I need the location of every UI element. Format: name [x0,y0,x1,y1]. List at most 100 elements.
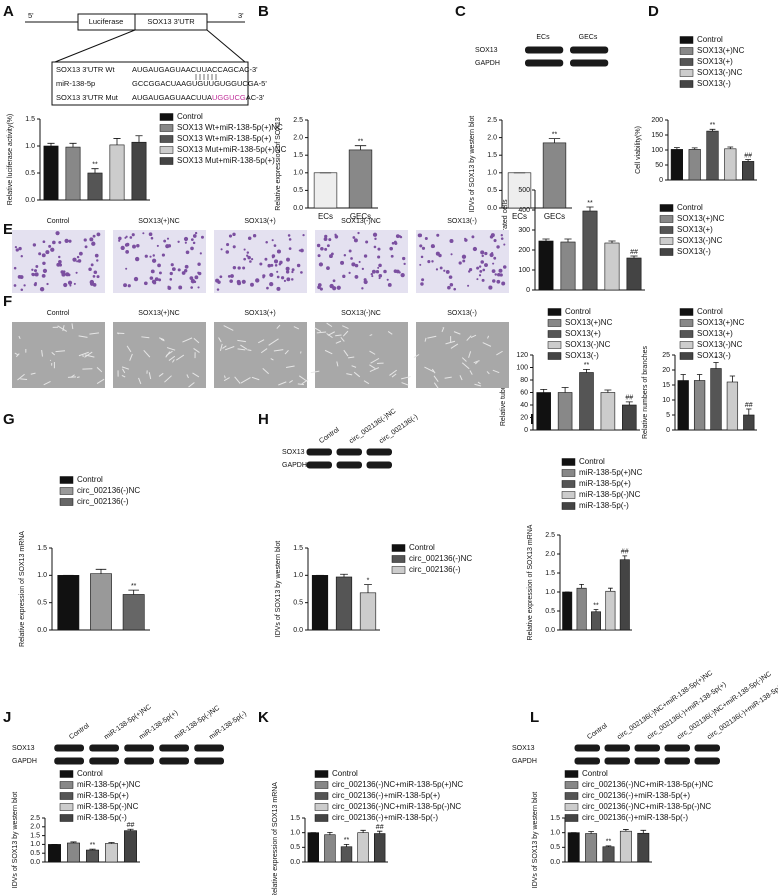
legend-swatch [59,476,74,484]
cell [353,238,358,243]
cell [177,268,181,272]
legend-label: SOX13(-)NC [697,68,743,77]
legend-swatch [659,204,674,212]
cell [271,239,274,242]
legend-swatch [679,47,694,55]
micrograph [113,322,206,388]
error-bar [364,584,372,593]
y-tick-label: 100 [518,267,530,274]
cell [94,253,99,258]
cell [246,254,249,257]
legend-swatch [679,330,694,338]
tube [346,373,353,376]
cell [166,237,170,240]
y-tick-label: 1.5 [25,116,35,123]
cell [194,231,198,235]
y-tick-label: 500 [518,187,530,194]
cell [247,255,251,260]
tube [260,348,268,354]
blot-band [89,744,119,752]
cell [250,282,254,287]
y-tick-label: 1.5 [487,152,497,159]
bar [124,830,137,863]
cell [291,268,295,272]
cell [357,231,360,235]
legend-label: circ_002136(-)+miR-138-5p(-) [582,813,688,822]
tube [76,376,80,379]
cell [500,237,504,240]
y-tick-label: 25 [662,352,670,359]
cell [286,257,290,262]
bar [43,145,59,201]
legend-label: SOX13(-)NC [697,340,743,349]
legend-swatch [561,491,576,499]
cell [361,287,364,290]
legend-swatch [391,566,406,574]
tube [285,365,295,368]
cell [197,271,202,276]
blot-band [159,757,189,765]
seq-part: AUGAUGAGUAACUUA [132,93,212,102]
y-tick-label: 0.5 [487,187,497,194]
tube [468,351,472,358]
cell [83,238,87,242]
cell [241,279,246,284]
cell [276,275,280,279]
bar [619,830,632,863]
legend-swatch [59,814,74,822]
cell [88,267,92,271]
legend-label: SOX13 Wt+miR-138-5p(+)NC [177,123,283,132]
cell [420,255,424,259]
lane-label: GECs [579,34,598,41]
y-axis-label: IDVs of SOX13 by western blot [469,116,476,213]
legend-swatch [159,157,174,165]
error-bar [593,609,599,612]
cell [20,255,23,258]
utr-box [134,13,208,31]
tube [222,345,227,349]
tube [431,368,436,374]
y-axis-label: Relative expression of SOX13 mRNA [272,782,279,895]
tube [289,380,293,383]
bar [542,142,567,209]
legend-label: SOX13 Mut+miR-138-5p(+) [177,156,275,165]
cell [332,279,336,283]
cell [13,266,17,270]
cell [91,241,96,246]
significance: ** [92,162,98,169]
tube [441,327,445,333]
tube [138,377,142,385]
cell [324,247,328,251]
tube [301,379,309,385]
y-tick-label: 0.0 [550,859,560,866]
cell [390,254,394,258]
significance: ## [745,402,753,409]
tube [62,325,65,332]
cell [363,254,368,258]
y-tick-label: 100 [516,364,528,371]
tube [473,360,480,364]
legend-label: Control [697,35,723,44]
error-bar [696,374,703,381]
y-axis-label: IDVs of SOX13 by western blot [275,541,282,638]
tube [89,332,100,335]
tube [369,364,376,369]
y-tick-label: 0.0 [290,859,300,866]
error-bar [709,128,716,132]
cell [288,247,292,250]
tube [278,381,287,386]
tube [310,370,320,374]
cell [34,281,37,285]
bar [324,834,336,863]
cell [58,240,62,244]
bar [86,849,99,863]
panel-label: E [3,221,13,238]
error-bar [540,388,548,393]
y-tick-label: 80 [520,377,528,384]
seq: AUGAUGAGUAACUUACCAGCAC-3' [132,65,258,74]
cell [324,234,328,238]
cell [472,246,478,252]
y-tick-label: 0 [666,427,670,434]
cell [152,281,157,285]
y-axis-label: Relative tubule length [500,359,507,426]
